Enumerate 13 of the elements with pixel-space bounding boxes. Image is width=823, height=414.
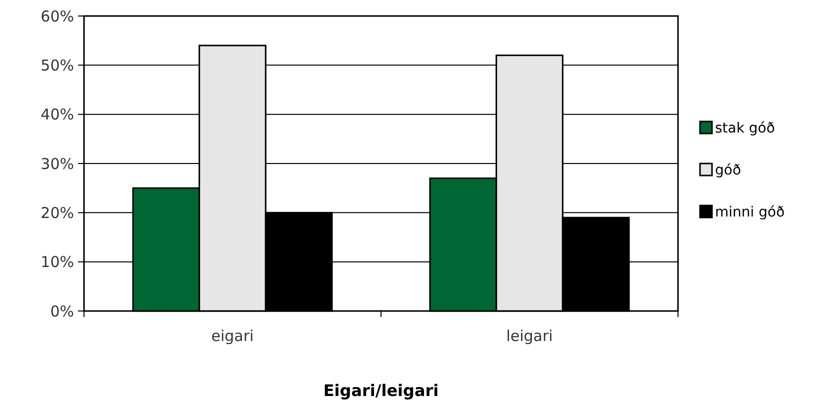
x-tick-label: eigari <box>211 327 254 345</box>
y-tick-label: 30% <box>40 154 74 173</box>
legend-label: stak góð <box>715 120 775 136</box>
x-axis-title: Eigari/leigari <box>323 381 439 400</box>
y-tick-label: 20% <box>40 204 74 222</box>
y-tick-label: 0% <box>50 302 74 320</box>
y-tick-label: 40% <box>40 106 74 124</box>
y-tick-label: 60% <box>40 7 74 26</box>
legend-label: minni góð <box>715 204 785 220</box>
legend-label: góð <box>715 162 742 178</box>
y-tick-label: 10% <box>40 253 74 272</box>
x-tick-label: leigari <box>506 327 553 345</box>
y-tick-label: 50% <box>40 56 74 74</box>
